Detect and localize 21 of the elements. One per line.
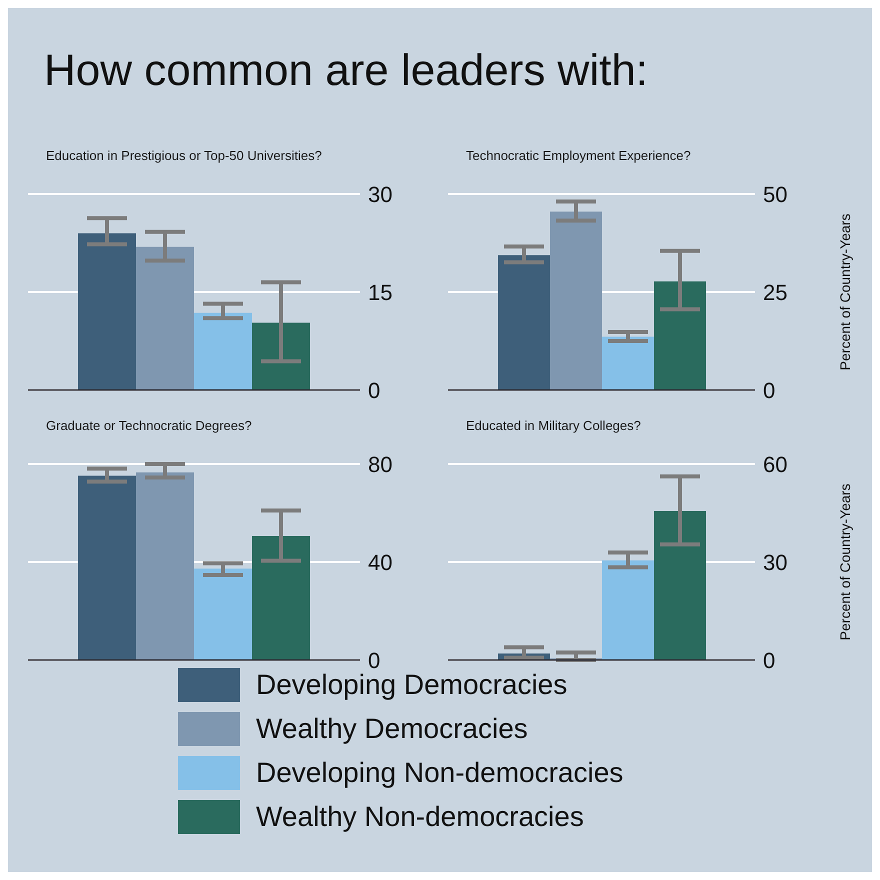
legend-label: Developing Non-democracies [256,757,624,789]
chart-subtitle: Graduate or Technocratic Degrees? [45,418,253,435]
y-tick-label: 60 [763,452,788,477]
y-tick-label: 30 [368,182,392,207]
y-tick-label: 15 [368,280,392,305]
y-tick-label: 25 [763,280,788,305]
legend-label: Wealthy Non-democracies [256,801,584,833]
y-tick-label: 50 [763,182,788,207]
y-tick-label: 0 [368,378,380,403]
y-tick-label: 40 [368,550,392,575]
y-tick-label: 0 [763,378,776,403]
y-axis-title: Percent of Country-Years [836,484,853,640]
y-tick-label: 0 [763,648,776,673]
y-tick-label: 30 [763,550,788,575]
y-tick-label: 80 [368,452,392,477]
chart-title: How common are leaders with: [44,46,648,96]
legend-label: Wealthy Democracies [256,713,528,745]
chart-subtitle: Technocratic Employment Experience? [465,148,692,165]
chart-subtitle: Educated in Military Colleges? [465,418,642,435]
chart-subtitle: Education in Prestigious or Top-50 Universities? [45,148,323,165]
y-axis-title: Percent of Country-Years [836,214,853,370]
